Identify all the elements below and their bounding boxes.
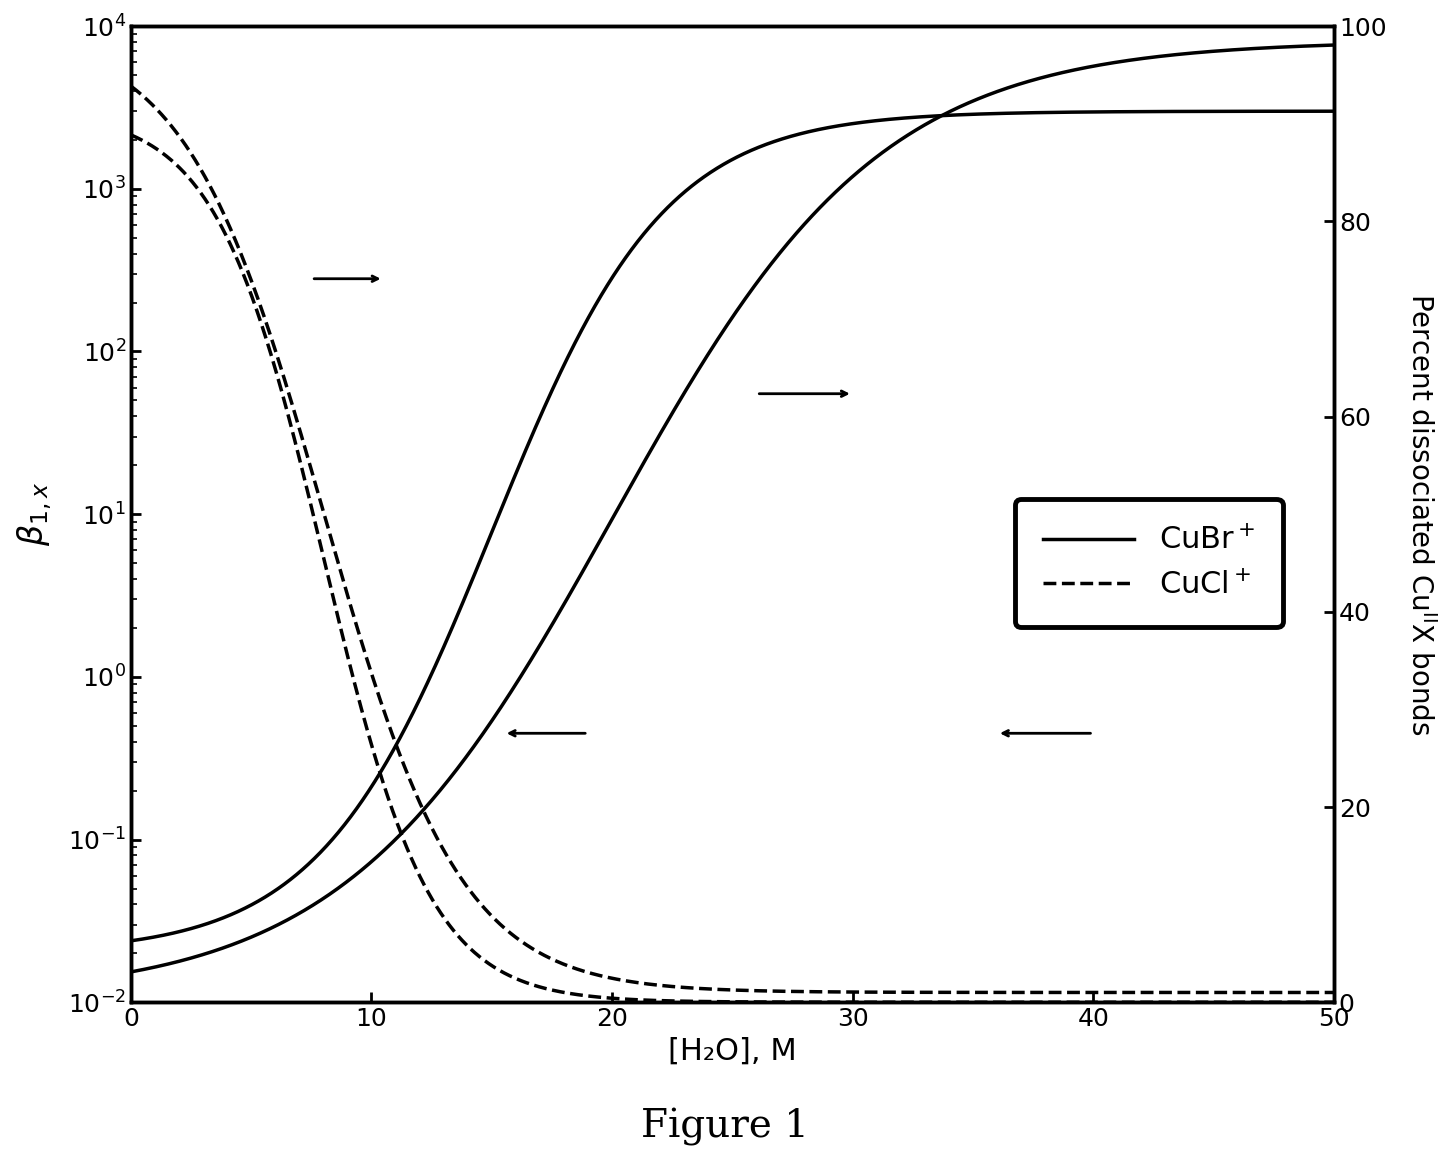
CuBr$^+$ xyxy=(184,921,202,935)
CuCl$^+$ xyxy=(1325,996,1343,1010)
CuBr$^+$ xyxy=(1289,105,1306,119)
CuBr$^+$ xyxy=(676,186,693,200)
Y-axis label: Percent dissociated Cu$^{\rm II}$X bonds: Percent dissociated Cu$^{\rm II}$X bonds xyxy=(1405,293,1436,736)
CuBr$^+$ xyxy=(1325,105,1343,119)
CuCl$^+$ xyxy=(184,174,202,188)
X-axis label: [H₂O], M: [H₂O], M xyxy=(668,1037,796,1066)
CuCl$^+$ xyxy=(708,995,725,1009)
CuCl$^+$ xyxy=(1290,996,1308,1010)
CuBr$^+$ xyxy=(708,162,725,175)
Legend: CuBr$^+$, CuCl$^+$: CuBr$^+$, CuCl$^+$ xyxy=(1015,498,1283,627)
Line: CuCl$^+$: CuCl$^+$ xyxy=(130,135,1334,1003)
CuCl$^+$ xyxy=(676,995,693,1009)
CuCl$^+$ xyxy=(122,128,139,142)
Line: CuBr$^+$: CuBr$^+$ xyxy=(130,112,1334,941)
CuBr$^+$ xyxy=(1290,105,1308,119)
CuCl$^+$ xyxy=(1289,996,1306,1010)
Y-axis label: $\beta_{1,x}$: $\beta_{1,x}$ xyxy=(14,482,54,546)
CuBr$^+$ xyxy=(122,934,139,948)
CuBr$^+$ xyxy=(1070,105,1088,119)
Text: Figure 1: Figure 1 xyxy=(641,1109,809,1146)
CuCl$^+$ xyxy=(1070,996,1088,1010)
